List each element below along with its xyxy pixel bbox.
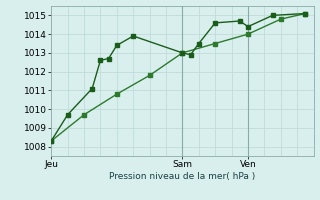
X-axis label: Pression niveau de la mer( hPa ): Pression niveau de la mer( hPa ) bbox=[109, 172, 256, 181]
